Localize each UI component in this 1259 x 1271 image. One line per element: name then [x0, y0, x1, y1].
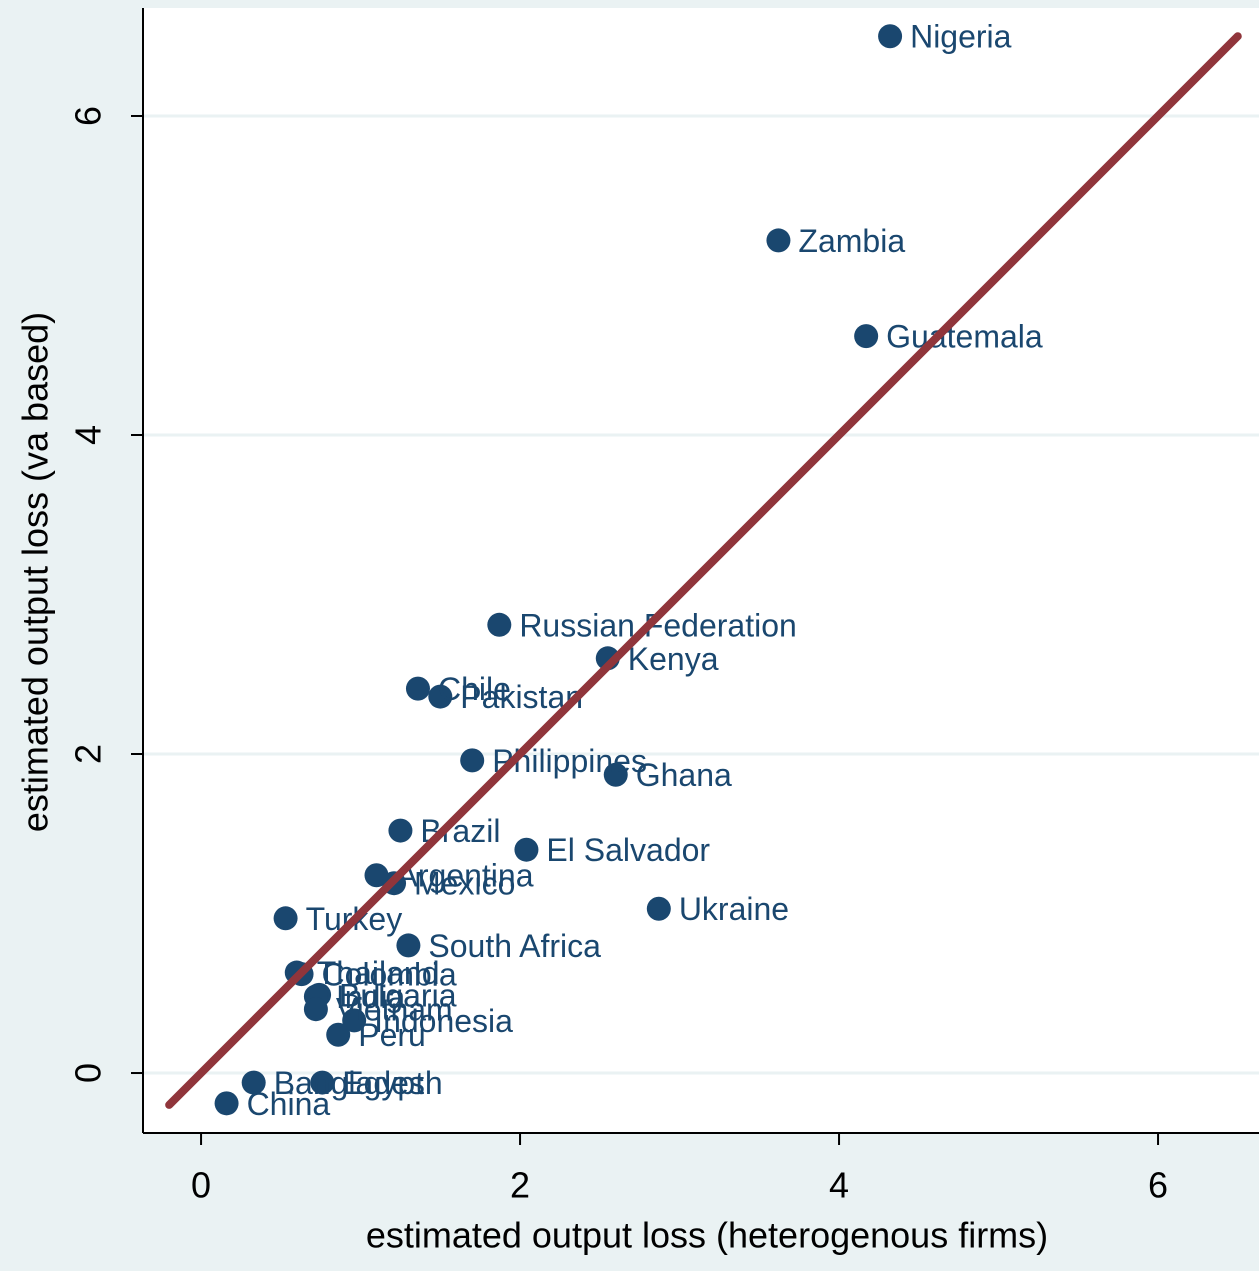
- point: [342, 1008, 367, 1033]
- x-tick-label: 4: [829, 1165, 849, 1206]
- point-label: Guatemala: [886, 319, 1043, 355]
- x-tick-label: 0: [191, 1165, 211, 1206]
- point: [241, 1070, 266, 1095]
- point: [487, 612, 512, 637]
- point-label: Argentina: [397, 858, 534, 894]
- point: [460, 748, 485, 773]
- reference-line: [165, 32, 1242, 1109]
- point: [396, 933, 421, 958]
- y-axis-title: estimated output loss (va based): [15, 312, 56, 832]
- point-label: El Salvador: [546, 832, 710, 868]
- point-label: Bangladesh: [274, 1065, 443, 1101]
- point: [878, 24, 903, 49]
- x-tick-label: 2: [510, 1165, 530, 1206]
- point-label: China: [247, 1086, 331, 1122]
- point: [646, 896, 671, 921]
- point: [303, 997, 328, 1022]
- point-label: Indonesia: [374, 1003, 513, 1039]
- point-label: Bulgaria: [339, 977, 457, 1013]
- y-tick-label: 2: [68, 744, 109, 764]
- point: [428, 684, 453, 709]
- point: [273, 906, 298, 931]
- x-tick-label: 6: [1148, 1165, 1168, 1206]
- point-label: Mexico: [414, 866, 515, 902]
- point-label: Peru: [358, 1017, 426, 1053]
- point-label: Chile: [438, 671, 511, 707]
- point-label: Zambia: [798, 223, 905, 259]
- y-tick-label: 6: [68, 106, 109, 126]
- point-label: India: [336, 979, 406, 1015]
- point: [603, 762, 628, 787]
- point-label: Vietnam: [336, 992, 453, 1028]
- y-tick-label: 0: [68, 1063, 109, 1083]
- y-tick-label: 4: [68, 425, 109, 445]
- point-label: South Africa: [428, 928, 601, 964]
- point-label: Ukraine: [679, 891, 789, 927]
- point: [514, 837, 539, 862]
- point-label: Kenya: [628, 641, 719, 677]
- point-label: Thailand: [317, 955, 440, 991]
- point-label: Ghana: [636, 757, 732, 793]
- point: [310, 1070, 335, 1095]
- point: [388, 818, 413, 843]
- point: [766, 228, 791, 253]
- point-label: Nigeria: [910, 19, 1012, 55]
- x-axis-title: estimated output loss (heterogenous firm…: [366, 1215, 1048, 1256]
- point-label: Colombia: [322, 957, 457, 993]
- point: [214, 1091, 239, 1116]
- point-label: Egypt: [342, 1065, 424, 1101]
- point: [405, 676, 430, 701]
- point: [854, 324, 879, 349]
- point: [326, 1022, 351, 1047]
